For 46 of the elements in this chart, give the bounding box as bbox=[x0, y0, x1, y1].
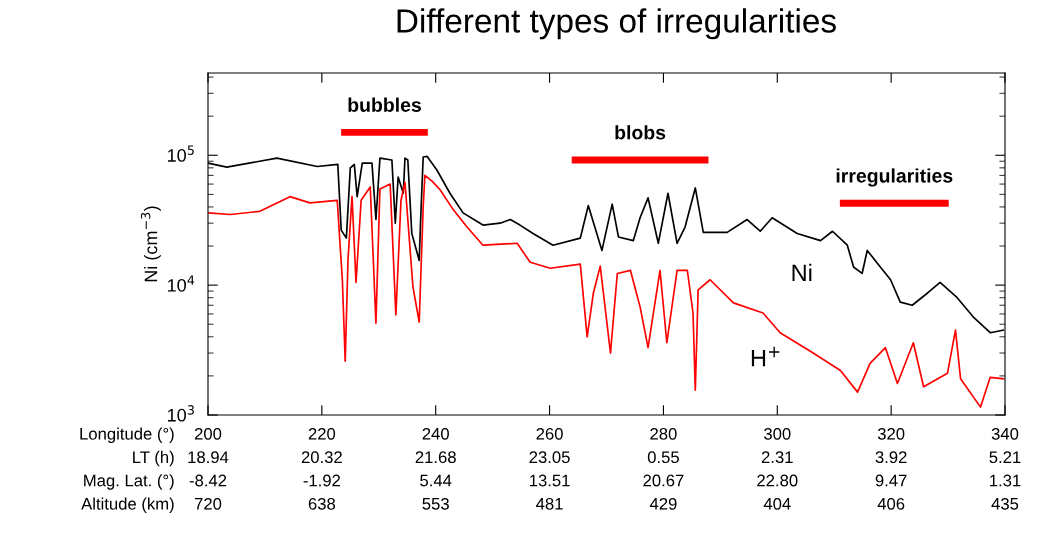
text: Altitude (km) bbox=[81, 497, 174, 514]
text: 1.31 bbox=[990, 474, 1021, 487]
annotation: bubbles bbox=[348, 97, 421, 112]
text: 5.44 bbox=[420, 474, 452, 487]
text: LT (h) bbox=[133, 450, 174, 467]
text: Mag. Lat. (°) bbox=[84, 474, 174, 490]
text: 638 bbox=[308, 497, 336, 510]
text: 18.94 bbox=[188, 451, 229, 464]
y-tick-label: 10$^{3}$ bbox=[167, 405, 194, 422]
text: 429 bbox=[649, 497, 677, 510]
annotation: blobs bbox=[615, 125, 666, 140]
chart-title: Different types of irregularities bbox=[397, 8, 836, 40]
text: 553 bbox=[422, 497, 449, 510]
text: 20.67 bbox=[643, 474, 684, 487]
x-tick-label: 220 bbox=[308, 427, 336, 440]
text: 9.47 bbox=[875, 474, 907, 487]
text: 0.55 bbox=[647, 451, 679, 464]
y-axis-title: Ni (cm$^{−3}$) bbox=[140, 206, 161, 282]
x-tick-label: 300 bbox=[764, 427, 791, 440]
x-tick-label: 200 bbox=[194, 427, 222, 440]
text: -8.42 bbox=[189, 474, 227, 487]
y-tick-label: 10$^{4}$ bbox=[167, 275, 195, 292]
text: 5.21 bbox=[989, 451, 1021, 464]
text: 3.92 bbox=[875, 451, 907, 464]
x-tick-label: 260 bbox=[536, 427, 563, 440]
text: 720 bbox=[194, 497, 222, 510]
annotation: irregularities bbox=[836, 168, 953, 187]
text: 22.80 bbox=[757, 474, 798, 487]
text: 13.51 bbox=[529, 474, 570, 487]
text: 20.32 bbox=[301, 451, 342, 464]
text: 404 bbox=[763, 497, 791, 510]
text: -1.92 bbox=[303, 474, 341, 487]
text: 21.68 bbox=[415, 451, 456, 464]
x-tick-label: 340 bbox=[991, 427, 1019, 440]
text: 406 bbox=[877, 497, 905, 510]
text: 481 bbox=[536, 497, 563, 510]
text: 2.31 bbox=[761, 451, 793, 464]
annotation: H$^{+}$ bbox=[751, 346, 780, 367]
x-tick-label: 280 bbox=[650, 427, 677, 440]
text: Longitude (°) bbox=[80, 427, 174, 444]
x-tick-label: 320 bbox=[877, 427, 905, 440]
y-tick-label: 10$^{5}$ bbox=[167, 145, 194, 162]
x-tick-label: 240 bbox=[422, 427, 449, 440]
text: 23.05 bbox=[529, 451, 570, 464]
annotation: Ni bbox=[792, 263, 812, 281]
text: 435 bbox=[991, 497, 1019, 510]
